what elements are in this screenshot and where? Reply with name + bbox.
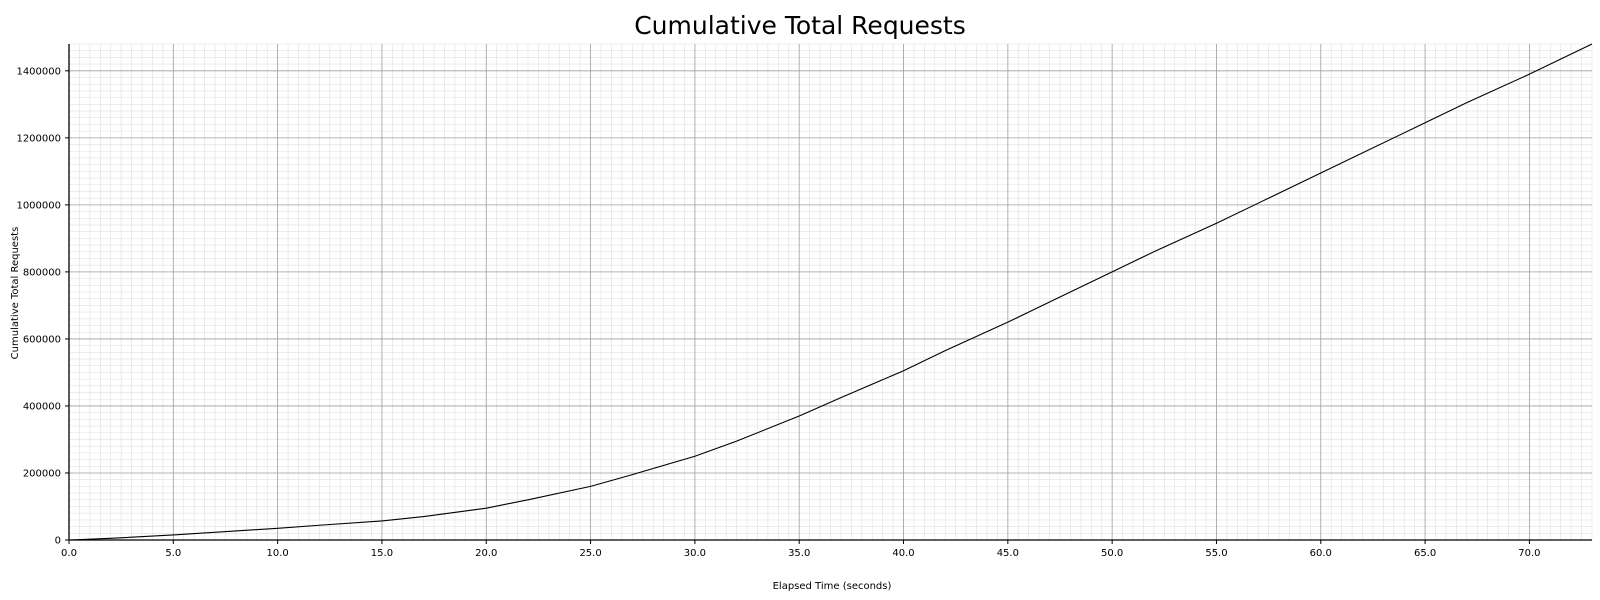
x-tick-label: 50.0 — [1101, 548, 1123, 559]
y-tick-label: 200000 — [23, 468, 61, 479]
x-tick-label: 5.0 — [165, 548, 181, 559]
x-tick-label: 35.0 — [788, 548, 810, 559]
y-tick-label: 400000 — [23, 401, 61, 412]
x-tick-labels: 0.0 5.0 10.0 15.0 20.0 25.0 30.0 35.0 40.0 45.0 50… — [61, 548, 1540, 559]
x-tick-label: 40.0 — [892, 548, 914, 559]
chart-title: Cumulative Total Requests — [634, 11, 966, 40]
y-tick-label: 600000 — [23, 334, 61, 345]
y-tick-label: 1000000 — [16, 200, 61, 211]
x-tick-label: 0.0 — [61, 548, 77, 559]
x-tick-label: 60.0 — [1310, 548, 1332, 559]
y-tick-label: 0 — [55, 536, 61, 547]
x-tick-label: 25.0 — [579, 548, 601, 559]
y-tick-label: 1400000 — [16, 66, 61, 77]
x-tick-label: 10.0 — [266, 548, 288, 559]
x-tick-label: 30.0 — [684, 548, 706, 559]
x-tick-label: 20.0 — [475, 548, 497, 559]
x-axis-label: Elapsed Time (seconds) — [773, 581, 892, 592]
x-tick-label: 65.0 — [1414, 548, 1436, 559]
x-tick-label: 15.0 — [371, 548, 393, 559]
minor-grid — [68, 43, 1593, 541]
major-grid — [68, 44, 1592, 541]
x-tick-label: 45.0 — [997, 548, 1019, 559]
y-tick-labels: 0 200000 400000 600000 800000 1000000 1200000 1… — [16, 66, 61, 546]
x-tick-label: 55.0 — [1205, 548, 1227, 559]
axes — [65, 44, 1592, 544]
series-line-0 — [68, 43, 1593, 541]
y-tick-label: 800000 — [23, 267, 61, 278]
y-axis-label: Cumulative Total Requests — [10, 227, 21, 360]
y-tick-label: 1200000 — [16, 133, 61, 144]
x-tick-label: 70.0 — [1518, 548, 1540, 559]
series-layer — [68, 43, 1593, 541]
